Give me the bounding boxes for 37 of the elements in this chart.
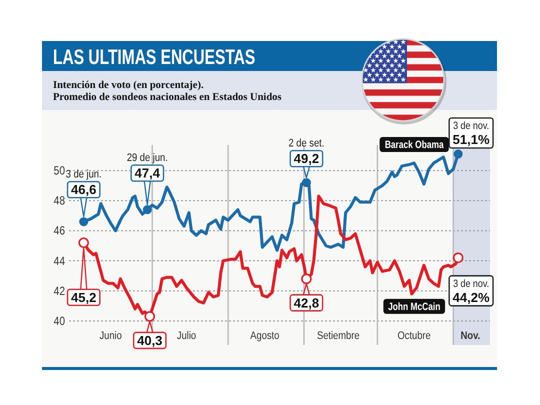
- annotation: 2 de set.: [288, 138, 324, 150]
- data-label: 44,2%: [452, 290, 490, 305]
- y-tick-label: 46: [54, 225, 65, 238]
- annotation: 3 de jun.: [66, 169, 102, 181]
- data-label: 49,2: [294, 151, 320, 166]
- data-label: 51,1%: [452, 132, 490, 148]
- chart-title: LAS ULTIMAS ENCUESTAS: [53, 44, 256, 69]
- point: [454, 150, 463, 159]
- series-label: Barack Obama: [384, 139, 444, 152]
- series-label: John McCain: [388, 301, 441, 314]
- annotation: 3 de nov.: [453, 120, 490, 132]
- y-tick-label: 40: [54, 315, 65, 328]
- point: [452, 252, 464, 264]
- data-label: 45,2: [71, 290, 96, 305]
- y-tick-label: 48: [54, 194, 65, 208]
- y-tick-label: 44: [54, 255, 65, 268]
- point: [78, 237, 89, 248]
- data-label: 47,4: [134, 166, 161, 181]
- x-tick-label: Setiembre: [316, 330, 360, 342]
- annotation: 3 de nov.: [453, 278, 490, 290]
- data-label: 42,8: [294, 295, 320, 310]
- chart-subtitle: Intención de voto (en porcentaje). Promedio de sondeos nacionales en Estados Unidos: [53, 80, 282, 103]
- point: [79, 217, 88, 226]
- data-label: 40,3: [137, 332, 162, 348]
- annotation: 29 de jun.: [126, 152, 168, 164]
- point: [301, 274, 312, 284]
- x-tick-label: Junio: [99, 330, 122, 342]
- x-tick-label: Nov.: [460, 330, 480, 342]
- point: [144, 311, 156, 322]
- x-tick-label: Julio: [176, 330, 196, 342]
- x-tick-label: Octubre: [398, 330, 432, 342]
- x-tick-label: Agosto: [250, 330, 280, 342]
- point: [142, 205, 152, 214]
- point: [302, 178, 311, 188]
- data-label: 46,6: [71, 182, 96, 198]
- y-tick-label: 50: [54, 164, 65, 178]
- y-tick-label: 42: [54, 285, 65, 298]
